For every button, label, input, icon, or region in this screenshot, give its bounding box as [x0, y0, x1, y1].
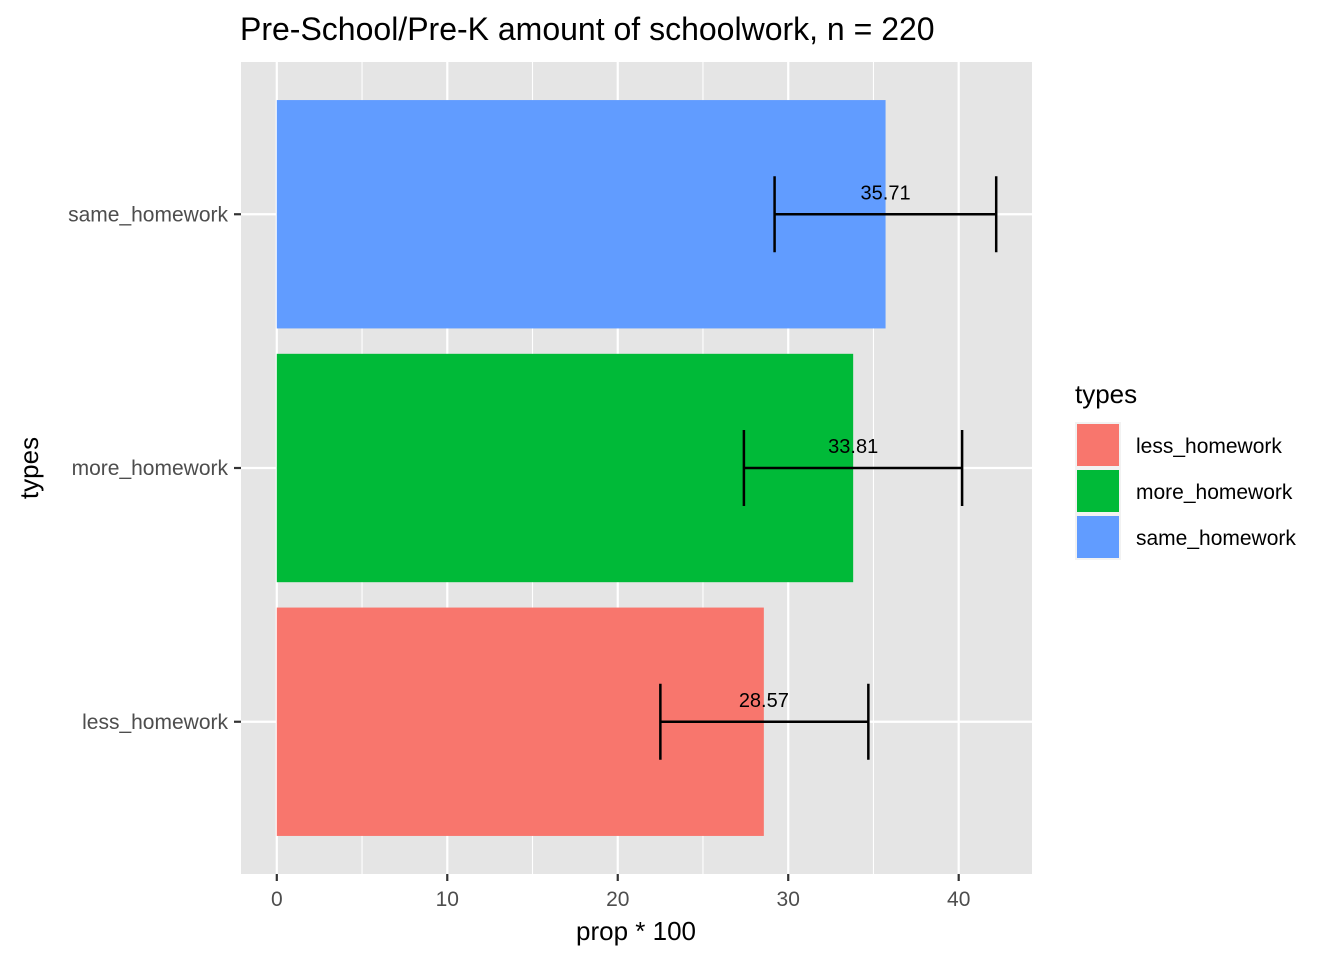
data-labels: 28.57 33.81 35.71 — [739, 182, 911, 712]
error-bar-less-homework — [659, 683, 870, 760]
legend-items: less_homework more_homework same_homework — [1075, 422, 1296, 560]
error-bars — [659, 176, 998, 760]
data-label: 33.81 — [828, 436, 878, 458]
legend-item-same-homework: same_homework — [1075, 514, 1296, 560]
y-tick-label: less_homework — [82, 711, 228, 734]
y-tick-label: same_homework — [68, 203, 228, 226]
legend-title: types — [1075, 379, 1137, 409]
legend-swatch — [1077, 516, 1119, 558]
legend-label: same_homework — [1136, 527, 1296, 550]
x-axis-title: prop * 100 — [576, 916, 696, 946]
legend-label: less_homework — [1136, 435, 1282, 458]
x-tick-label: 10 — [436, 888, 459, 911]
legend-label: more_homework — [1136, 481, 1293, 504]
error-bar-more-homework — [742, 430, 964, 506]
data-label: 28.57 — [739, 690, 789, 712]
y-axis-title: types — [14, 437, 44, 499]
legend-item-less-homework: less_homework — [1075, 422, 1282, 468]
legend: types less_homework more_homework same_hom… — [1075, 379, 1296, 560]
y-tick-label: more_homework — [72, 457, 229, 480]
legend-item-more-homework: more_homework — [1075, 468, 1293, 514]
chart-title: Pre-School/Pre-K amount of schoolwork, n… — [240, 11, 935, 47]
x-tick-label: 30 — [777, 888, 800, 911]
y-axis: less_homework more_homework same_homework — [68, 203, 241, 734]
legend-swatch — [1077, 470, 1119, 512]
data-label: 35.71 — [861, 182, 911, 204]
x-tick-label: 0 — [271, 888, 283, 911]
x-axis: 0 10 20 30 40 — [271, 874, 970, 911]
x-tick-label: 40 — [947, 888, 970, 911]
error-bar-same-homework — [773, 176, 998, 253]
x-tick-label: 20 — [606, 888, 629, 911]
legend-swatch — [1077, 424, 1119, 466]
